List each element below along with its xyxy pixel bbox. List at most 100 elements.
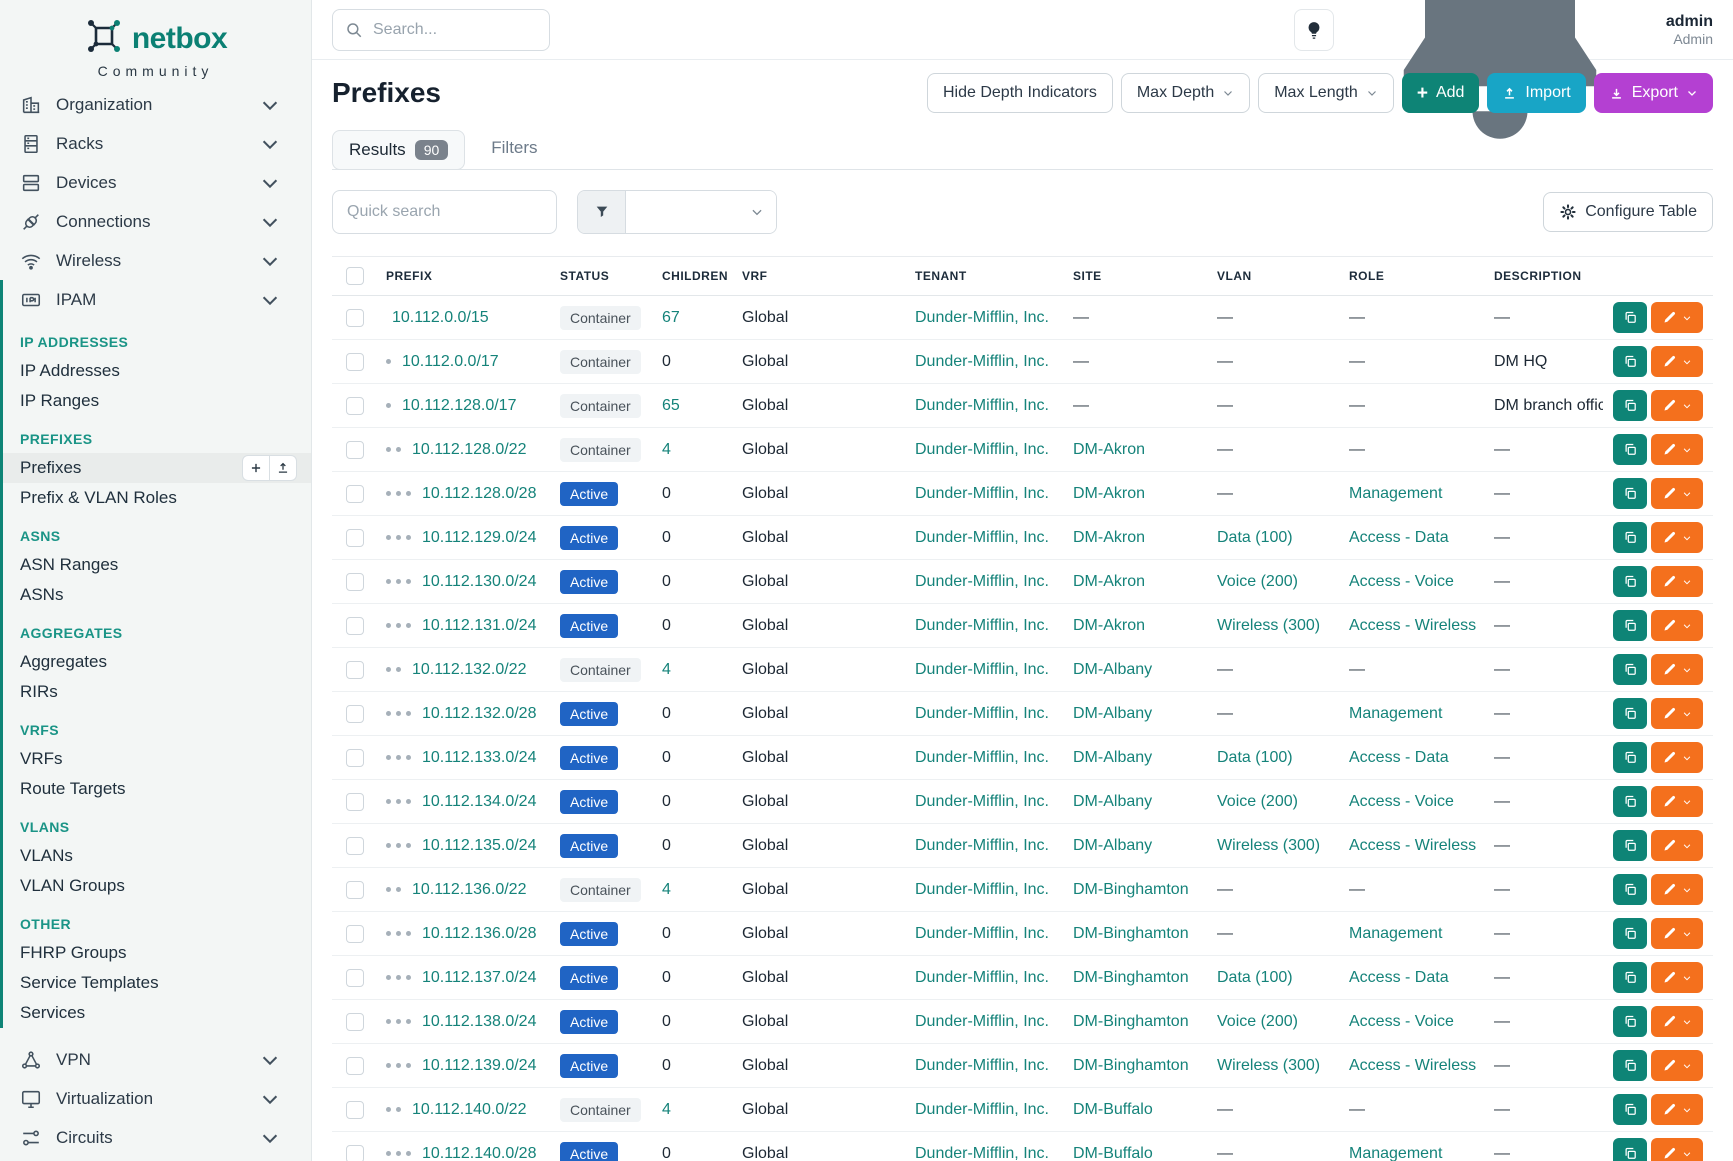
vlan-link[interactable]: Data (100)	[1217, 528, 1293, 546]
add-prefix-button[interactable]	[242, 455, 270, 481]
prefix-link[interactable]: 10.112.129.0/24	[422, 528, 537, 546]
prefix-link[interactable]: 10.112.133.0/24	[422, 748, 537, 766]
row-checkbox[interactable]	[346, 1056, 364, 1075]
row-checkbox[interactable]	[346, 396, 364, 415]
saved-filter-select[interactable]	[626, 191, 776, 233]
row-checkbox[interactable]	[346, 308, 364, 327]
tab-filters[interactable]: Filters	[491, 138, 538, 157]
sidebar-item-devices[interactable]: Devices	[0, 163, 311, 202]
vlan-link[interactable]: Wireless (300)	[1217, 836, 1321, 854]
sidebar-item-vlans[interactable]: VLANs	[20, 846, 73, 865]
edit-button[interactable]	[1651, 786, 1703, 817]
row-checkbox[interactable]	[346, 484, 364, 503]
sidebar-item-ip-addresses[interactable]: IP Addresses	[20, 361, 120, 380]
sidebar-item-ip-ranges[interactable]: IP Ranges	[20, 391, 100, 410]
max-length-dropdown[interactable]: Max Length	[1258, 73, 1394, 113]
clone-button[interactable]	[1613, 654, 1647, 685]
clone-button[interactable]	[1613, 874, 1647, 905]
tenant-link[interactable]: Dunder-Mifflin, Inc.	[915, 308, 1049, 326]
sidebar-item-connections[interactable]: Connections	[0, 202, 311, 241]
row-checkbox[interactable]	[346, 352, 364, 371]
edit-button[interactable]	[1651, 1094, 1703, 1125]
global-search[interactable]	[332, 8, 550, 51]
prefix-link[interactable]: 10.112.128.0/17	[402, 396, 517, 414]
role-link[interactable]: Management	[1349, 704, 1443, 722]
prefix-link[interactable]: 10.112.0.0/17	[402, 352, 499, 370]
sidebar-item-service-templates[interactable]: Service Templates	[20, 973, 159, 992]
clone-button[interactable]	[1613, 698, 1647, 729]
children-link[interactable]: 4	[662, 440, 671, 458]
site-link[interactable]: DM-Akron	[1073, 528, 1146, 546]
tenant-link[interactable]: Dunder-Mifflin, Inc.	[915, 572, 1049, 590]
site-link[interactable]: DM-Albany	[1073, 836, 1153, 854]
sidebar-item-circuits[interactable]: Circuits	[0, 1118, 311, 1157]
children-link[interactable]: 4	[662, 880, 671, 898]
sidebar-item-fhrp-groups[interactable]: FHRP Groups	[20, 943, 127, 962]
site-link[interactable]: DM-Albany	[1073, 748, 1153, 766]
prefix-link[interactable]: 10.112.134.0/24	[422, 792, 537, 810]
clone-button[interactable]	[1613, 302, 1647, 333]
site-link[interactable]: DM-Akron	[1073, 616, 1146, 634]
role-link[interactable]: Management	[1349, 484, 1443, 502]
user-menu[interactable]: admin Admin	[1666, 12, 1713, 48]
edit-button[interactable]	[1651, 1050, 1703, 1081]
clone-button[interactable]	[1613, 1050, 1647, 1081]
clone-button[interactable]	[1613, 962, 1647, 993]
tenant-link[interactable]: Dunder-Mifflin, Inc.	[915, 1056, 1049, 1074]
role-link[interactable]: Access - Wireless	[1349, 836, 1477, 854]
sidebar-item-wireless[interactable]: Wireless	[0, 241, 311, 280]
clone-button[interactable]	[1613, 742, 1647, 773]
row-checkbox[interactable]	[346, 924, 364, 943]
hide-depth-indicators-button[interactable]: Hide Depth Indicators	[926, 73, 1113, 113]
sidebar-item-vpn[interactable]: VPN	[0, 1040, 311, 1079]
sidebar-item-route-targets[interactable]: Route Targets	[20, 779, 126, 798]
tenant-link[interactable]: Dunder-Mifflin, Inc.	[915, 1144, 1049, 1161]
edit-button[interactable]	[1651, 962, 1703, 993]
column-header-prefix[interactable]: PREFIX	[376, 257, 550, 296]
site-link[interactable]: DM-Albany	[1073, 704, 1153, 722]
quick-search-input[interactable]	[332, 190, 557, 234]
edit-button[interactable]	[1651, 390, 1703, 421]
row-checkbox[interactable]	[346, 880, 364, 899]
vlan-link[interactable]: Data (100)	[1217, 748, 1293, 766]
row-checkbox[interactable]	[346, 704, 364, 723]
tenant-link[interactable]: Dunder-Mifflin, Inc.	[915, 396, 1049, 414]
site-link[interactable]: DM-Binghamton	[1073, 968, 1189, 986]
column-header-tenant[interactable]: TENANT	[905, 257, 1063, 296]
role-link[interactable]: Access - Wireless	[1349, 616, 1477, 634]
tenant-link[interactable]: Dunder-Mifflin, Inc.	[915, 528, 1049, 546]
row-checkbox[interactable]	[346, 792, 364, 811]
role-link[interactable]: Access - Data	[1349, 528, 1449, 546]
clone-button[interactable]	[1613, 610, 1647, 641]
edit-button[interactable]	[1651, 830, 1703, 861]
prefix-link[interactable]: 10.112.140.0/28	[422, 1144, 537, 1161]
tenant-link[interactable]: Dunder-Mifflin, Inc.	[915, 968, 1049, 986]
edit-button[interactable]	[1651, 1006, 1703, 1037]
clone-button[interactable]	[1613, 1006, 1647, 1037]
site-link[interactable]: DM-Akron	[1073, 440, 1146, 458]
select-all-checkbox[interactable]	[346, 267, 364, 285]
prefix-link[interactable]: 10.112.138.0/24	[422, 1012, 537, 1030]
row-checkbox[interactable]	[346, 440, 364, 459]
tenant-link[interactable]: Dunder-Mifflin, Inc.	[915, 440, 1049, 458]
column-header-vlan[interactable]: VLAN	[1207, 257, 1339, 296]
clone-button[interactable]	[1613, 918, 1647, 949]
tenant-link[interactable]: Dunder-Mifflin, Inc.	[915, 660, 1049, 678]
max-depth-dropdown[interactable]: Max Depth	[1120, 73, 1251, 113]
edit-button[interactable]	[1651, 742, 1703, 773]
prefix-link[interactable]: 10.112.132.0/22	[412, 660, 527, 678]
prefix-link[interactable]: 10.112.128.0/22	[412, 440, 527, 458]
import-button[interactable]: Import	[1487, 73, 1586, 113]
edit-button[interactable]	[1651, 1138, 1703, 1161]
tenant-link[interactable]: Dunder-Mifflin, Inc.	[915, 924, 1049, 942]
clone-button[interactable]	[1613, 478, 1647, 509]
clone-button[interactable]	[1613, 390, 1647, 421]
prefix-link[interactable]: 10.112.136.0/22	[412, 880, 527, 898]
edit-button[interactable]	[1651, 654, 1703, 685]
row-checkbox[interactable]	[346, 836, 364, 855]
row-checkbox[interactable]	[346, 968, 364, 987]
vlan-link[interactable]: Wireless (300)	[1217, 616, 1321, 634]
sidebar-item-prefix-vlan-roles[interactable]: Prefix & VLAN Roles	[20, 488, 177, 507]
sidebar-item-services[interactable]: Services	[20, 1003, 86, 1022]
children-link[interactable]: 65	[662, 396, 680, 414]
